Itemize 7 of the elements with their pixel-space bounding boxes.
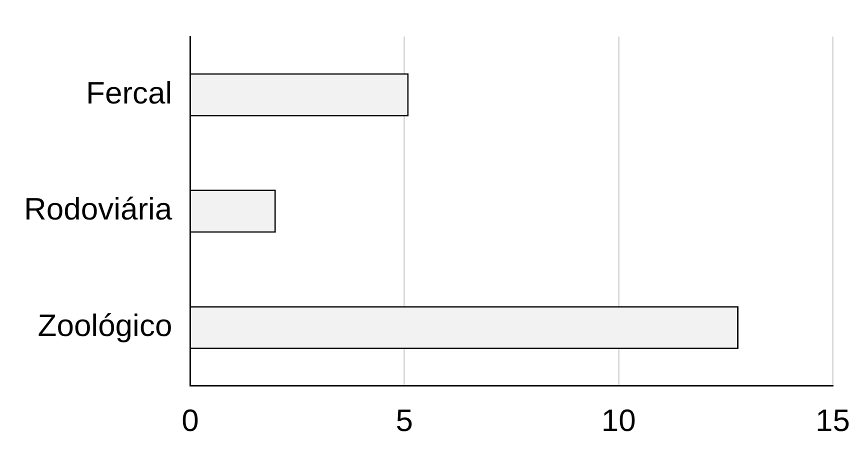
x-tick-label: 0: [182, 402, 199, 438]
y-tick-label: Rodoviária: [24, 192, 173, 227]
x-tick-label: 5: [396, 402, 414, 438]
x-tick-label: 15: [816, 402, 850, 438]
x-tick-label: 10: [601, 402, 636, 438]
y-tick-label: Zoológico: [38, 308, 172, 344]
y-tick-label: Fercal: [86, 75, 172, 110]
